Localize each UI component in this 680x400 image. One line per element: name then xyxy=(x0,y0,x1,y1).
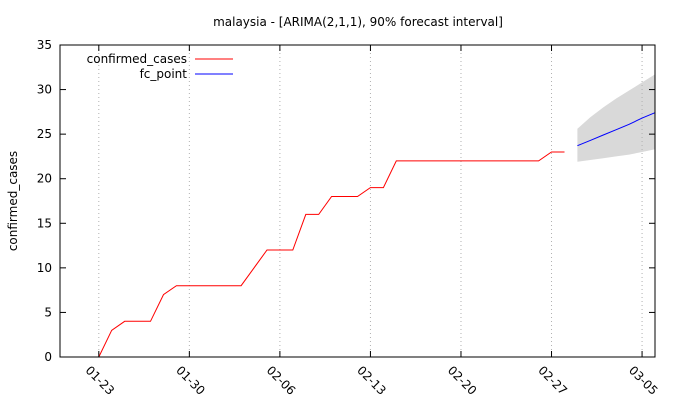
y-tick-label-35: 35 xyxy=(37,38,52,52)
legend: confirmed_cases fc_point xyxy=(87,52,233,81)
y-tick-label-5: 5 xyxy=(44,305,52,319)
y-tick-label-25: 25 xyxy=(37,127,52,141)
y-tick-label-30: 30 xyxy=(37,83,52,97)
x-tick-label-01-30: 01-30 xyxy=(173,363,208,398)
x-tick-label-01-23: 01-23 xyxy=(83,363,118,398)
legend-label-confirmed-cases: confirmed_cases xyxy=(87,52,187,66)
plot-frame xyxy=(59,44,656,358)
legend-label-fc-point: fc_point xyxy=(140,67,188,81)
series-layer xyxy=(98,112,656,358)
y-tick-label-15: 15 xyxy=(37,216,52,230)
tick-layer: 0 5 10 15 20 25 30 35 01-23 01-30 02-06 02-13 02-20 0… xyxy=(37,38,661,398)
x-tick-label-02-27: 02-27 xyxy=(535,363,570,398)
x-tick-label-03-05: 03-05 xyxy=(626,363,661,398)
series-line-confirmed-cases xyxy=(98,151,565,358)
grid-layer xyxy=(98,45,643,357)
y-tick-label-0: 0 xyxy=(44,350,52,364)
x-tick-label-02-06: 02-06 xyxy=(264,363,299,398)
y-axis-label: confirmed_cases xyxy=(6,151,20,251)
chart-title: malaysia - [ARIMA(2,1,1), 90% forecast i… xyxy=(213,15,503,29)
series-line-fc-point xyxy=(577,112,656,147)
x-tick-label-02-20: 02-20 xyxy=(445,363,480,398)
y-tick-label-20: 20 xyxy=(37,172,52,186)
forecast-interval-band xyxy=(577,74,655,162)
y-tick-label-10: 10 xyxy=(37,261,52,275)
forecast-band-layer xyxy=(577,74,655,162)
x-tick-label-02-13: 02-13 xyxy=(354,363,389,398)
